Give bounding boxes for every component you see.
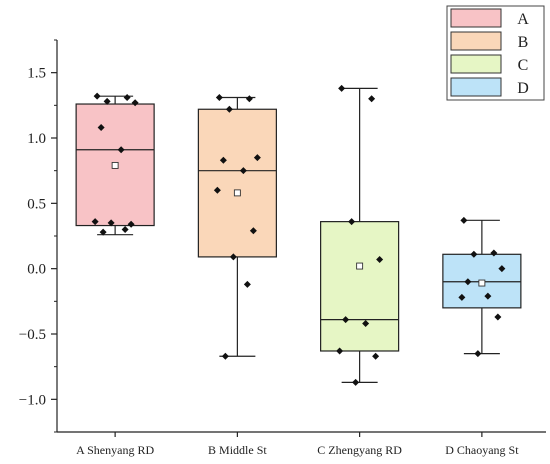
data-point (470, 250, 478, 258)
box-b (197, 108, 277, 258)
box-c (320, 221, 400, 352)
legend-label-d: D (517, 80, 529, 97)
box-group-b (197, 93, 277, 360)
mean-marker (111, 161, 119, 169)
data-point (245, 95, 253, 103)
x-tick-label: C Zhengyang RD (317, 443, 402, 457)
legend-label-a: A (517, 11, 529, 28)
data-point (121, 225, 129, 233)
legend-swatch-c (450, 54, 502, 74)
legend-swatch-d (450, 77, 502, 97)
data-point (249, 227, 257, 235)
data-point (213, 186, 221, 194)
box-group-a (75, 92, 155, 236)
data-point (239, 167, 247, 175)
data-point (352, 378, 360, 386)
data-point (225, 105, 233, 113)
data-point (97, 124, 105, 132)
data-point (93, 92, 101, 100)
y-tick-label: −1.0 (19, 392, 46, 408)
data-point (372, 352, 380, 360)
data-point (464, 278, 472, 286)
legend-label-b: B (518, 34, 529, 51)
mean-marker (233, 189, 241, 197)
y-tick-label: 0.0 (27, 262, 46, 278)
data-point (494, 313, 502, 321)
data-point (219, 156, 227, 164)
data-point (131, 99, 139, 107)
y-tick-label: 1.5 (27, 66, 46, 82)
legend-label-c: C (518, 57, 529, 74)
data-point (338, 84, 346, 92)
data-point (348, 218, 356, 226)
data-point (229, 253, 237, 261)
data-point (484, 292, 492, 300)
box-series (75, 84, 522, 386)
data-point (336, 347, 344, 355)
data-point (490, 249, 498, 257)
data-point (474, 350, 482, 358)
y-tick-label: 1.0 (27, 131, 46, 147)
x-tick-label: D Chaoyang St (445, 443, 519, 457)
data-point (221, 352, 229, 360)
x-axis: A Shenyang RD B Middle St C Zhengyang RD D … (57, 431, 546, 457)
data-point (91, 218, 99, 226)
data-point (215, 93, 223, 101)
data-point (123, 93, 131, 101)
data-point (127, 220, 135, 228)
data-point (460, 216, 468, 224)
data-point (376, 256, 384, 264)
data-point (117, 146, 125, 154)
x-tick-label: B Middle St (208, 443, 267, 457)
data-point (368, 95, 376, 103)
y-axis: −1.0 −0.5 0.0 0.5 1.0 1.5 (19, 39, 58, 433)
data-point (498, 265, 506, 273)
legend-swatch-a (450, 8, 502, 28)
data-point (362, 320, 370, 328)
data-point (99, 228, 107, 236)
data-point (342, 316, 350, 324)
data-point (253, 154, 261, 162)
legend-swatch-b (450, 31, 502, 51)
mean-marker (478, 279, 486, 287)
box-group-c (320, 84, 400, 386)
box-group-d (442, 216, 522, 358)
y-tick-label: 0.5 (27, 196, 46, 212)
data-point (103, 97, 111, 105)
y-tick-label: −0.5 (19, 327, 46, 343)
x-tick-label: A Shenyang RD (76, 443, 154, 457)
data-point (458, 293, 466, 301)
mean-marker (356, 262, 364, 270)
data-point (243, 280, 251, 288)
data-point (107, 219, 115, 227)
